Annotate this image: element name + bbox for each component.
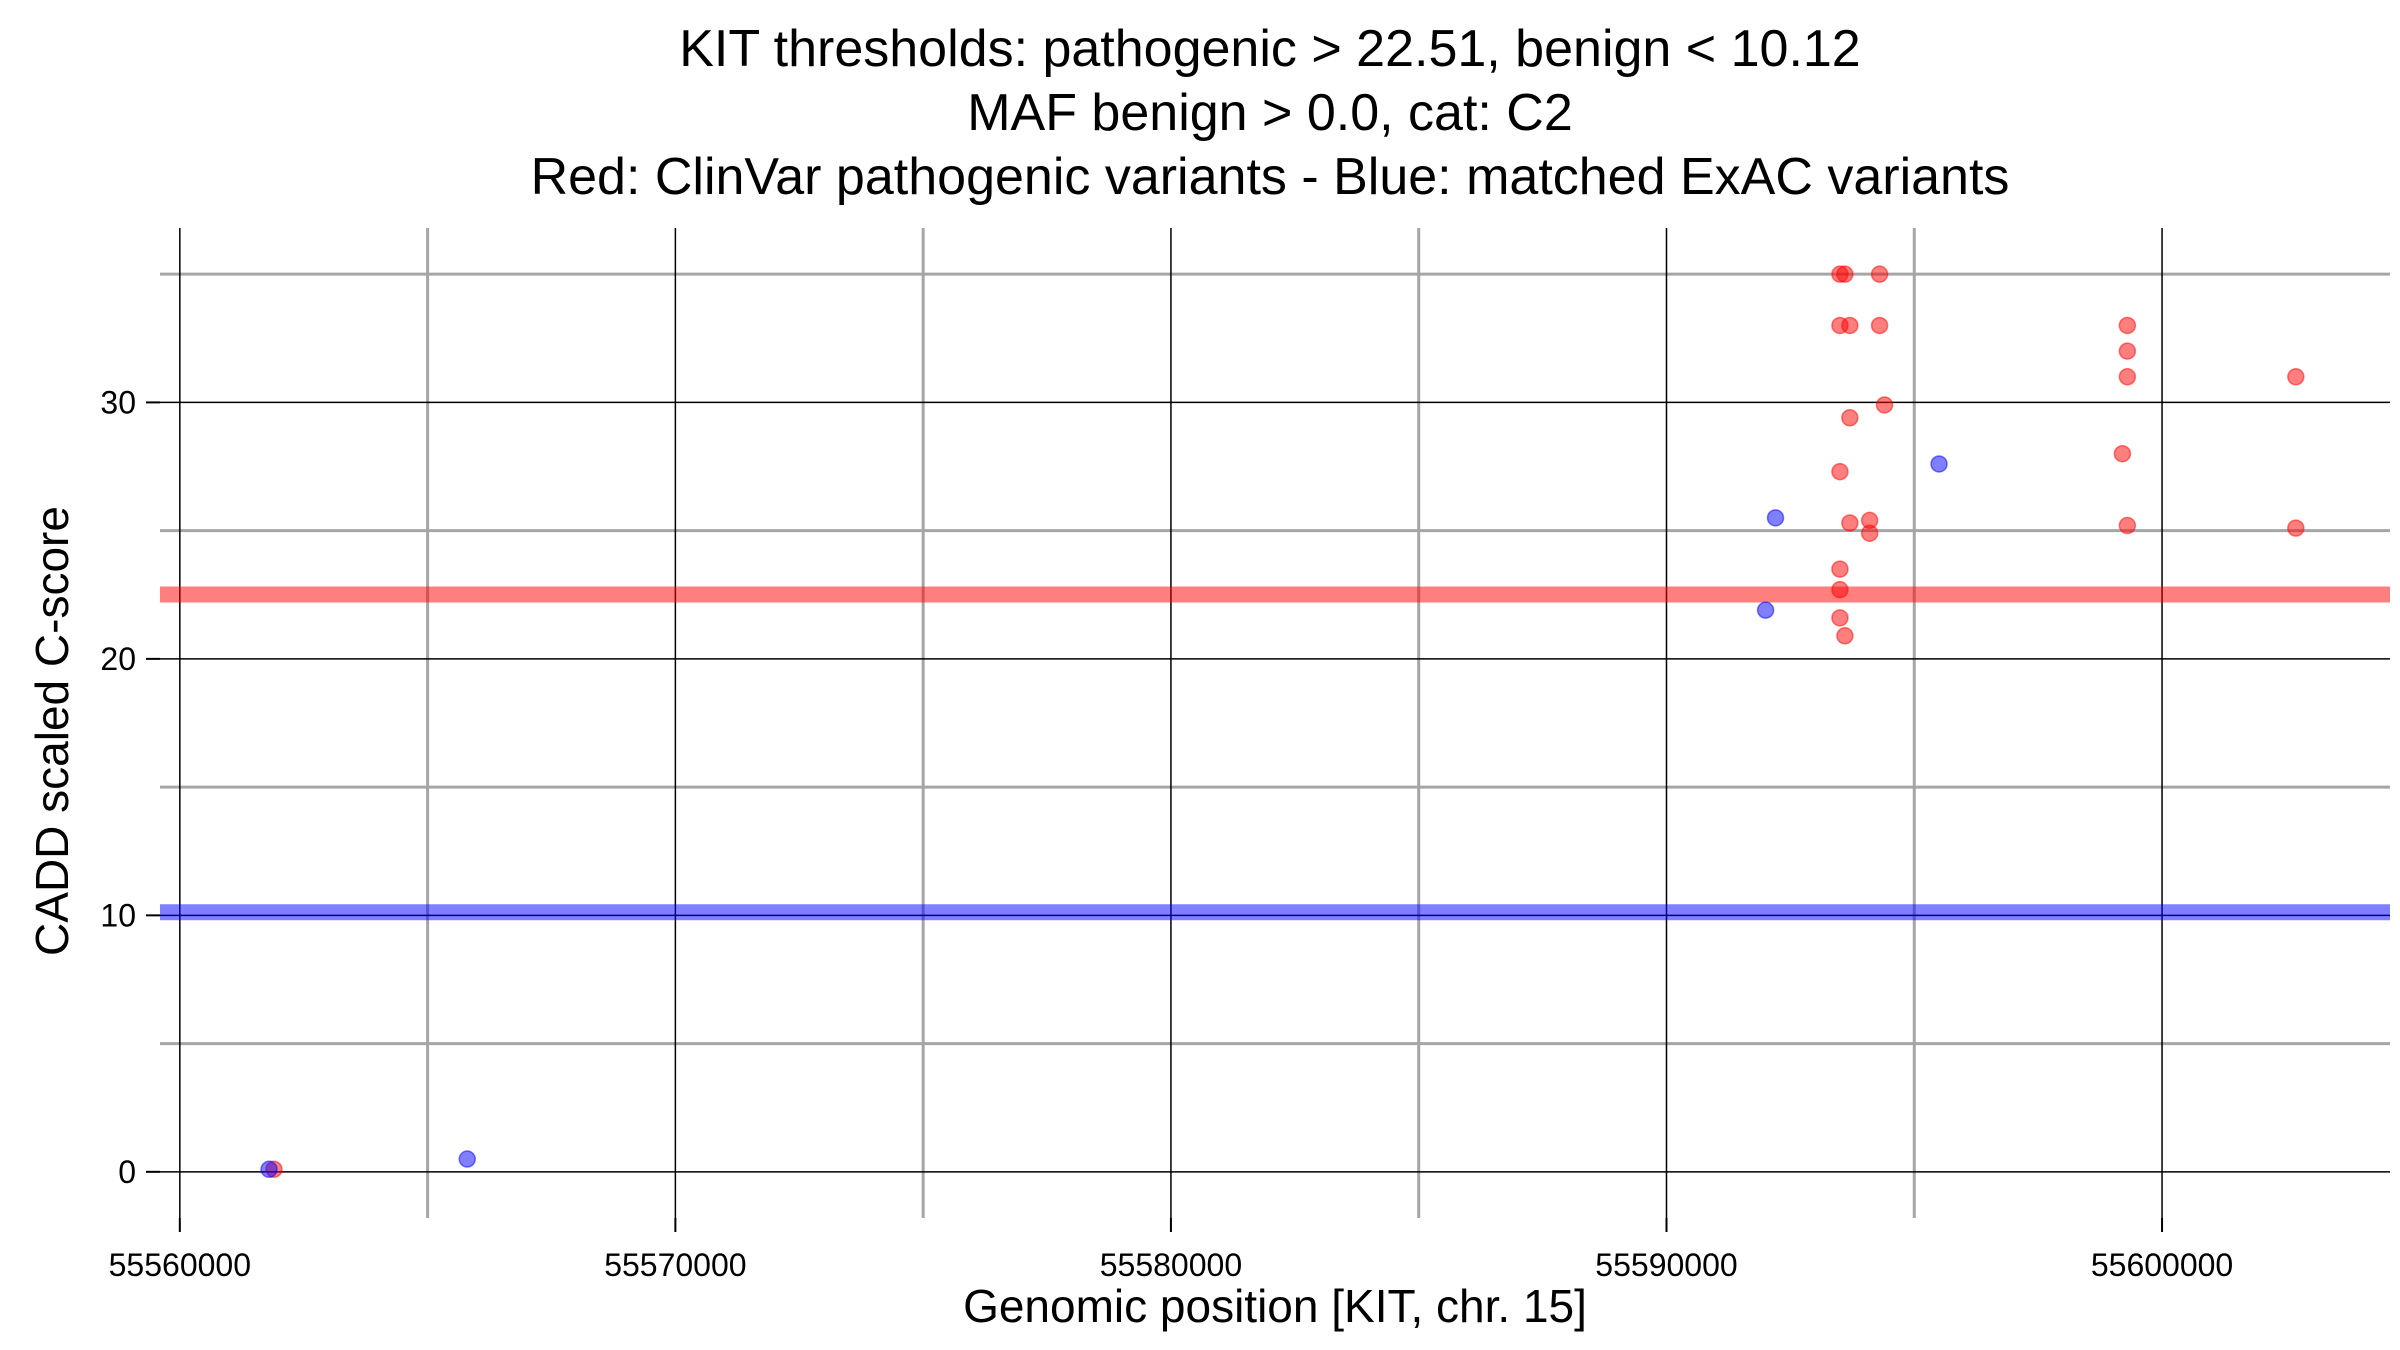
data-point (2118, 368, 2137, 386)
y-tick-label: 0 (118, 1154, 136, 1190)
y-tick-label: 30 (100, 384, 136, 420)
x-tick-label: 55570000 (604, 1247, 746, 1283)
data-point (2287, 519, 2305, 537)
data-point (1841, 316, 1859, 335)
data-point (2113, 444, 2132, 463)
axes: 55560000 55570000 55580000 55590000 55600000… (100, 384, 2233, 1283)
data-point (1831, 560, 1849, 578)
data-point (2287, 368, 2305, 386)
data-point (2118, 342, 2137, 360)
x-tick-label: 55600000 (2091, 1247, 2233, 1283)
title-line-2: MAF benign > 0.0, cat: C2 (967, 84, 1573, 142)
y-axis-title: CADD scaled C-score (26, 506, 78, 956)
data-point (260, 1160, 278, 1179)
x-tick-label: 55590000 (1595, 1247, 1737, 1283)
data-point (1870, 265, 1889, 283)
data-point (1831, 580, 1849, 599)
y-tick-label: 20 (100, 641, 136, 677)
data-point (1875, 396, 1894, 414)
data-point (458, 1150, 476, 1168)
minor-grid (160, 228, 2390, 1218)
data-point (1930, 455, 1948, 473)
data-points (260, 265, 2305, 1179)
x-axis-title: Genomic position [KIT, chr. 15] (963, 1280, 1587, 1332)
title-line-1: KIT thresholds: pathogenic > 22.51, beni… (679, 20, 1860, 78)
data-point (1841, 514, 1859, 532)
data-point (1860, 524, 1879, 542)
data-point (1841, 409, 1859, 427)
data-point (1831, 462, 1849, 481)
threshold-lines (160, 586, 2390, 921)
data-point (1870, 316, 1889, 335)
major-grid (160, 228, 2390, 1218)
x-tick-label: 55560000 (109, 1247, 251, 1283)
title-line-3: Red: ClinVar pathogenic variants - Blue:… (531, 148, 2010, 206)
data-point (2118, 316, 2137, 335)
data-point (1836, 627, 1854, 645)
data-point (1766, 509, 1785, 527)
y-tick-label: 10 (100, 897, 136, 933)
data-point (1831, 609, 1849, 627)
data-point (1756, 601, 1775, 619)
data-point (2118, 516, 2137, 535)
x-tick-label: 55580000 (1100, 1247, 1242, 1283)
chart-title: KIT thresholds: pathogenic > 22.51, beni… (531, 20, 2010, 206)
data-point (1836, 265, 1854, 283)
